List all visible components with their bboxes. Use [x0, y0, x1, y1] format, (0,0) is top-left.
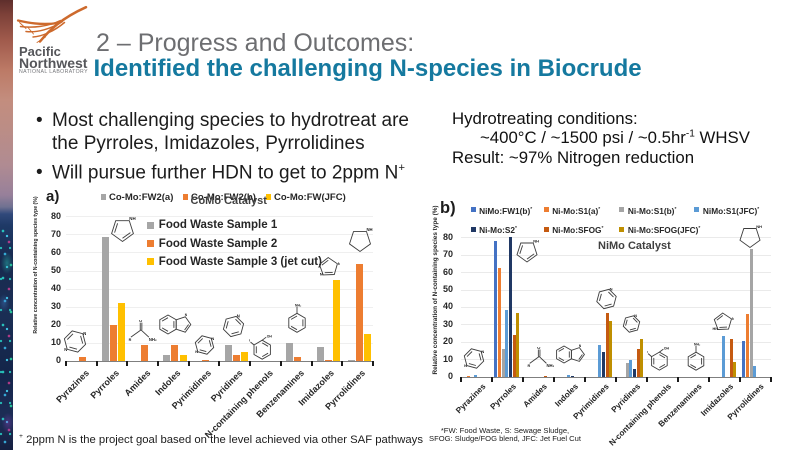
svg-text:O: O [537, 347, 541, 350]
svg-text:NH: NH [367, 227, 373, 232]
svg-text:N: N [185, 313, 188, 317]
svg-text:NH: NH [129, 216, 135, 221]
svg-text:N: N [634, 314, 637, 318]
svg-text:NH₂: NH₂ [694, 342, 701, 346]
svg-text:N: N [237, 314, 240, 318]
svg-text:NH: NH [533, 239, 539, 244]
svg-text:N: N [338, 261, 340, 266]
svg-text:N: N [610, 287, 613, 291]
svg-text:N: N [732, 317, 734, 321]
svg-text:N: N [64, 347, 67, 352]
svg-text:HN: HN [713, 327, 719, 331]
svg-text:OH: OH [267, 335, 273, 339]
svg-text:NH₂: NH₂ [149, 337, 157, 342]
svg-text:OH: OH [664, 347, 670, 351]
svg-text:NH₂: NH₂ [295, 303, 302, 307]
svg-text:R: R [528, 364, 531, 368]
svg-text:N: N [579, 344, 582, 348]
svg-text:NH₂: NH₂ [546, 363, 554, 368]
svg-text:N: N [320, 271, 323, 276]
svg-text:NH: NH [756, 225, 762, 229]
svg-text:N: N [83, 331, 86, 336]
svg-text:O: O [139, 320, 143, 323]
svg-text:R: R [129, 338, 132, 342]
svg-text:N: N [481, 349, 484, 354]
svg-text:N: N [195, 349, 198, 354]
svg-text:N: N [211, 336, 214, 341]
svg-text:N: N [464, 363, 467, 368]
svg-text:R: R [249, 339, 251, 343]
